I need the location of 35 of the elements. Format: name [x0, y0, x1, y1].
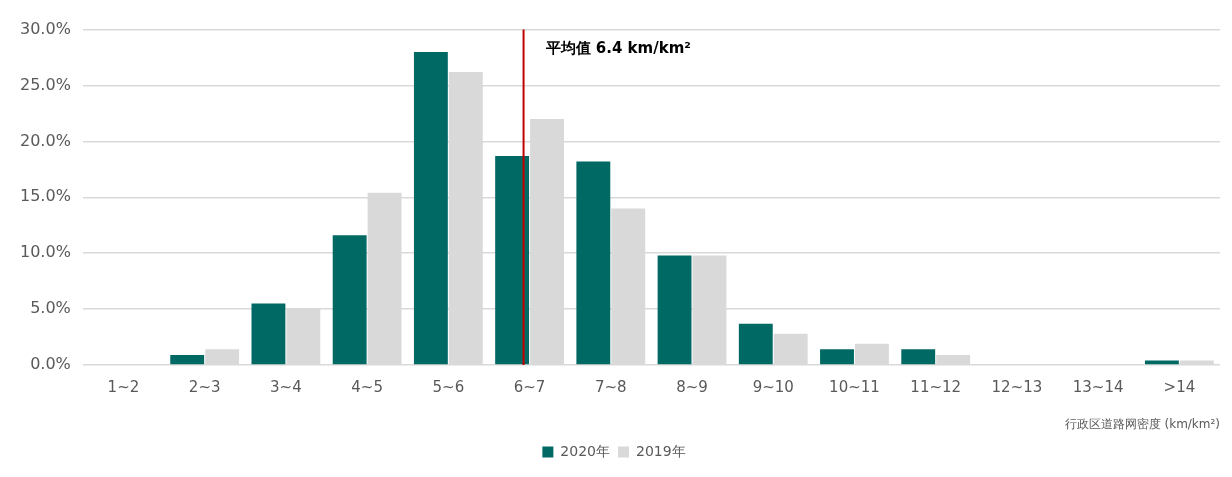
- x-tick-label: 11~12: [910, 377, 962, 396]
- bar: [901, 349, 936, 365]
- x-tick-label: 10~11: [829, 377, 880, 396]
- y-tick-label: 0.0%: [30, 354, 71, 374]
- legend-label: 2020年: [560, 442, 611, 459]
- y-tick-label: 30.0%: [20, 18, 71, 38]
- bar: [657, 255, 692, 365]
- bar: [738, 323, 773, 365]
- x-tick-label: 8~9: [676, 377, 708, 396]
- legend-label: 2019年: [636, 442, 686, 459]
- y-tick-label: 25.0%: [20, 74, 71, 94]
- x-tick-label: 4~5: [351, 377, 383, 396]
- bar: [495, 155, 530, 365]
- bar: [820, 349, 854, 365]
- x-tick-label: 7~8: [594, 377, 627, 396]
- x-tick-label: 1~2: [107, 377, 140, 396]
- bar: [413, 51, 448, 365]
- y-tick-label: 5.0%: [30, 298, 71, 318]
- x-tick-label: 2~3: [188, 377, 221, 396]
- bar: [332, 235, 367, 365]
- y-tick-label: 15.0%: [20, 186, 71, 206]
- x-tick-label: 9~10: [752, 377, 794, 396]
- x-tick-label: >14: [1163, 377, 1196, 396]
- y-tick-label: 20.0%: [20, 130, 71, 150]
- bar: [170, 354, 205, 365]
- bar: [251, 303, 286, 365]
- x-tick-label: 3~4: [270, 377, 302, 396]
- x-tick-label: 12~13: [991, 377, 1043, 396]
- bar: [576, 161, 611, 365]
- x-axis-title: 行政区道路网密度 (km/km²): [1064, 417, 1220, 432]
- y-tick-label: 10.0%: [20, 242, 71, 262]
- x-tick-label: 5~6: [432, 377, 465, 396]
- x-tick-label: 6~7: [513, 377, 546, 396]
- x-tick-label: 13~14: [1072, 377, 1124, 396]
- ref-line-label: 平均值 6.4 km/km²: [544, 39, 691, 58]
